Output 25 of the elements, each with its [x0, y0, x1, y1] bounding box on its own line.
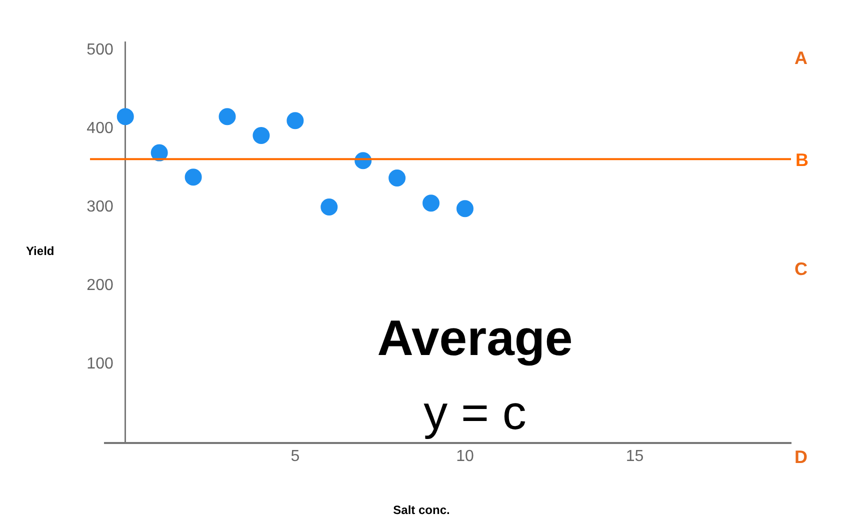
- point: [320, 198, 338, 216]
- point: [286, 112, 304, 130]
- ref-line-label: B: [796, 150, 808, 170]
- point: [116, 108, 134, 126]
- text: D: [794, 447, 808, 468]
- point: [218, 108, 236, 126]
- text: C: [794, 259, 808, 280]
- y-tick-label: 500: [86, 41, 114, 58]
- y-tick-label: 100: [86, 356, 114, 373]
- x-tick-label: 10: [456, 448, 474, 465]
- point: [422, 194, 440, 212]
- point: [252, 127, 270, 144]
- point: [388, 169, 406, 186]
- x-axis-title: Salt conc.: [392, 503, 451, 517]
- point: [456, 200, 474, 218]
- annotation: y = c: [422, 387, 528, 440]
- y-tick-label: 300: [86, 198, 114, 216]
- y-axis-title: Yield: [26, 244, 54, 258]
- annotation: Average: [376, 310, 574, 366]
- y-tick-label: 200: [86, 277, 114, 294]
- point: [184, 168, 202, 186]
- x-tick-label: 15: [626, 448, 644, 465]
- y-tick-label: 400: [86, 120, 114, 137]
- x-tick-label: 5: [290, 448, 300, 465]
- text: A: [794, 48, 808, 69]
